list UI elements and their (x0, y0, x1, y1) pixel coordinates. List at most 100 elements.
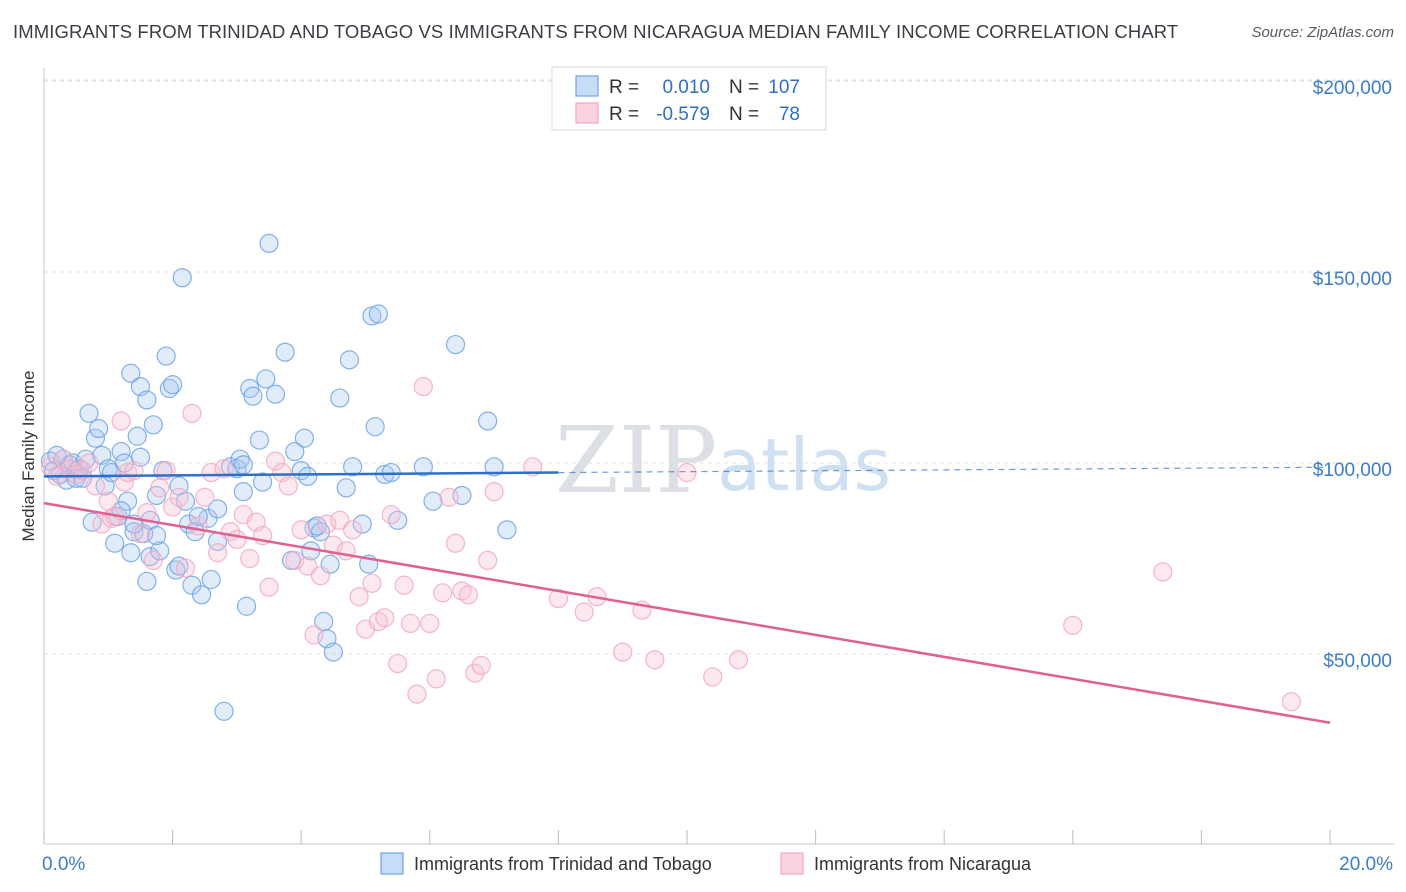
nicaragua-point-44 (310, 566, 331, 586)
legend-swatch-pink (575, 102, 599, 124)
nicaragua-point-24 (182, 403, 202, 423)
nicaragua-point-41 (291, 520, 311, 540)
nicaragua-point-45 (317, 514, 337, 534)
nicaragua-point-16 (130, 524, 151, 544)
nicaragua-point-63 (433, 583, 453, 603)
nicaragua-point-20 (156, 461, 176, 481)
trinidad-point-54 (208, 499, 228, 519)
nicaragua-point-61 (420, 613, 440, 634)
trinidad-point-63 (249, 430, 270, 450)
legend-n-label-2: N = (729, 104, 759, 125)
watermark-atlas: atlas (717, 423, 891, 507)
x-tick-labels: 0.0% 20.0% (42, 854, 1393, 875)
trinidad-point-65 (256, 369, 276, 389)
trinidad-point-58 (230, 449, 250, 469)
trinidad-point-83 (339, 350, 360, 370)
series-legend-label-pink: Immigrants from Nicaragua (814, 854, 1032, 874)
series-legend: Immigrants from Trinidad and Tobago Immi… (380, 852, 1032, 875)
trinidad-point-30 (137, 571, 157, 592)
nicaragua-point-27 (201, 462, 221, 483)
nicaragua-point-71 (484, 482, 504, 502)
trinidad-point-27 (127, 426, 147, 446)
nicaragua-point-65 (445, 533, 466, 553)
trinidad-point-62 (243, 386, 263, 406)
trinidad-point-24 (117, 491, 138, 511)
nicaragua-point-76 (613, 642, 633, 662)
trinidad-point-46 (172, 268, 192, 288)
nicaragua-point-19 (150, 478, 170, 498)
legend-n-value-2: 78 (779, 104, 800, 125)
nicaragua-point-54 (375, 608, 395, 628)
nicaragua-point-21 (163, 497, 183, 517)
trinidad-point-37 (143, 415, 163, 435)
trinidad-point-84 (343, 457, 363, 477)
y-tick-labels: $50,000 $100,000 $150,000 $200,000 (1313, 78, 1392, 672)
trinidad-point-88 (365, 417, 385, 437)
trinidad-point-81 (330, 388, 350, 408)
nicaragua-point-37 (265, 451, 286, 471)
correlation-legend: R = 0.010 N = 107 R = -0.579 N = 78 (551, 66, 827, 131)
y-tick-label-1: $100,000 (1313, 460, 1392, 481)
nicaragua-point-52 (362, 573, 382, 593)
x-tick-label-0: 0.0% (42, 854, 85, 875)
nicaragua-point-83 (1153, 562, 1173, 582)
trinidad-point-64 (253, 472, 273, 492)
trinidad-point-12 (79, 403, 99, 423)
trinidad-point-68 (275, 342, 295, 362)
nicaragua-point-25 (188, 516, 208, 536)
chart-title: IMMIGRANTS FROM TRINIDAD AND TOBAGO VS I… (13, 21, 1179, 42)
nicaragua-point-60 (413, 377, 433, 397)
nicaragua-point-56 (388, 653, 408, 674)
trinidad-trend-extension (558, 466, 1331, 474)
trinidad-point-72 (294, 428, 315, 448)
nicaragua-point-36 (259, 577, 279, 597)
nicaragua-point-29 (214, 459, 234, 479)
trinidad-point-15 (89, 419, 109, 439)
nicaragua-point-59 (407, 684, 427, 704)
trinidad-point-32 (121, 363, 141, 383)
trinidad-point-104 (233, 455, 253, 475)
x-tick-label-1: 20.0% (1339, 854, 1393, 875)
trinidad-point-20 (105, 533, 125, 553)
trinidad-point-60 (236, 596, 257, 616)
nicaragua-point-80 (703, 667, 723, 687)
nicaragua-point-79 (677, 462, 697, 483)
trinidad-point-92 (413, 457, 433, 477)
nicaragua-point-67 (458, 585, 478, 605)
nicaragua-point-49 (343, 520, 363, 540)
trinidad-point-80 (323, 642, 343, 662)
trinidad-point-43 (163, 375, 183, 395)
nicaragua-point-58 (400, 613, 421, 634)
trinidad-point-93 (423, 491, 443, 511)
trinidad-point-66 (259, 233, 279, 253)
trinidad-point-96 (478, 411, 498, 431)
nicaragua-point-23 (175, 558, 196, 578)
nicaragua-point-74 (574, 602, 594, 622)
nicaragua-point-26 (195, 487, 215, 507)
legend-r-label-2: R = (609, 104, 639, 125)
y-tick-label-0: $50,000 (1323, 651, 1392, 672)
nicaragua-point-33 (240, 548, 260, 569)
chart-source: Source: ZipAtlas.com (1251, 24, 1394, 41)
nicaragua-point-57 (394, 575, 414, 595)
trend-lines (43, 466, 1331, 724)
nicaragua-point-70 (478, 550, 498, 571)
grid-lines (44, 79, 1394, 655)
trinidad-point-59 (233, 482, 253, 502)
nicaragua-point-72 (523, 457, 543, 477)
nicaragua-point-82 (1063, 615, 1083, 635)
trinidad-point-73 (298, 466, 318, 486)
trinidad-point-102 (146, 525, 167, 546)
trinidad-point-94 (445, 334, 466, 355)
nicaragua-point-78 (645, 650, 665, 670)
series-legend-label-blue: Immigrants from Trinidad and Tobago (414, 854, 712, 874)
nicaragua-point-42 (298, 556, 318, 576)
trinidad-point-105 (307, 516, 327, 536)
trinidad-point-55 (214, 701, 234, 721)
nicaragua-point-64 (439, 487, 459, 507)
legend-r-value-2: -0.579 (656, 104, 710, 125)
nicaragua-point-55 (381, 504, 401, 525)
nicaragua-point-48 (336, 541, 356, 561)
trinidad-point-22 (111, 441, 131, 462)
